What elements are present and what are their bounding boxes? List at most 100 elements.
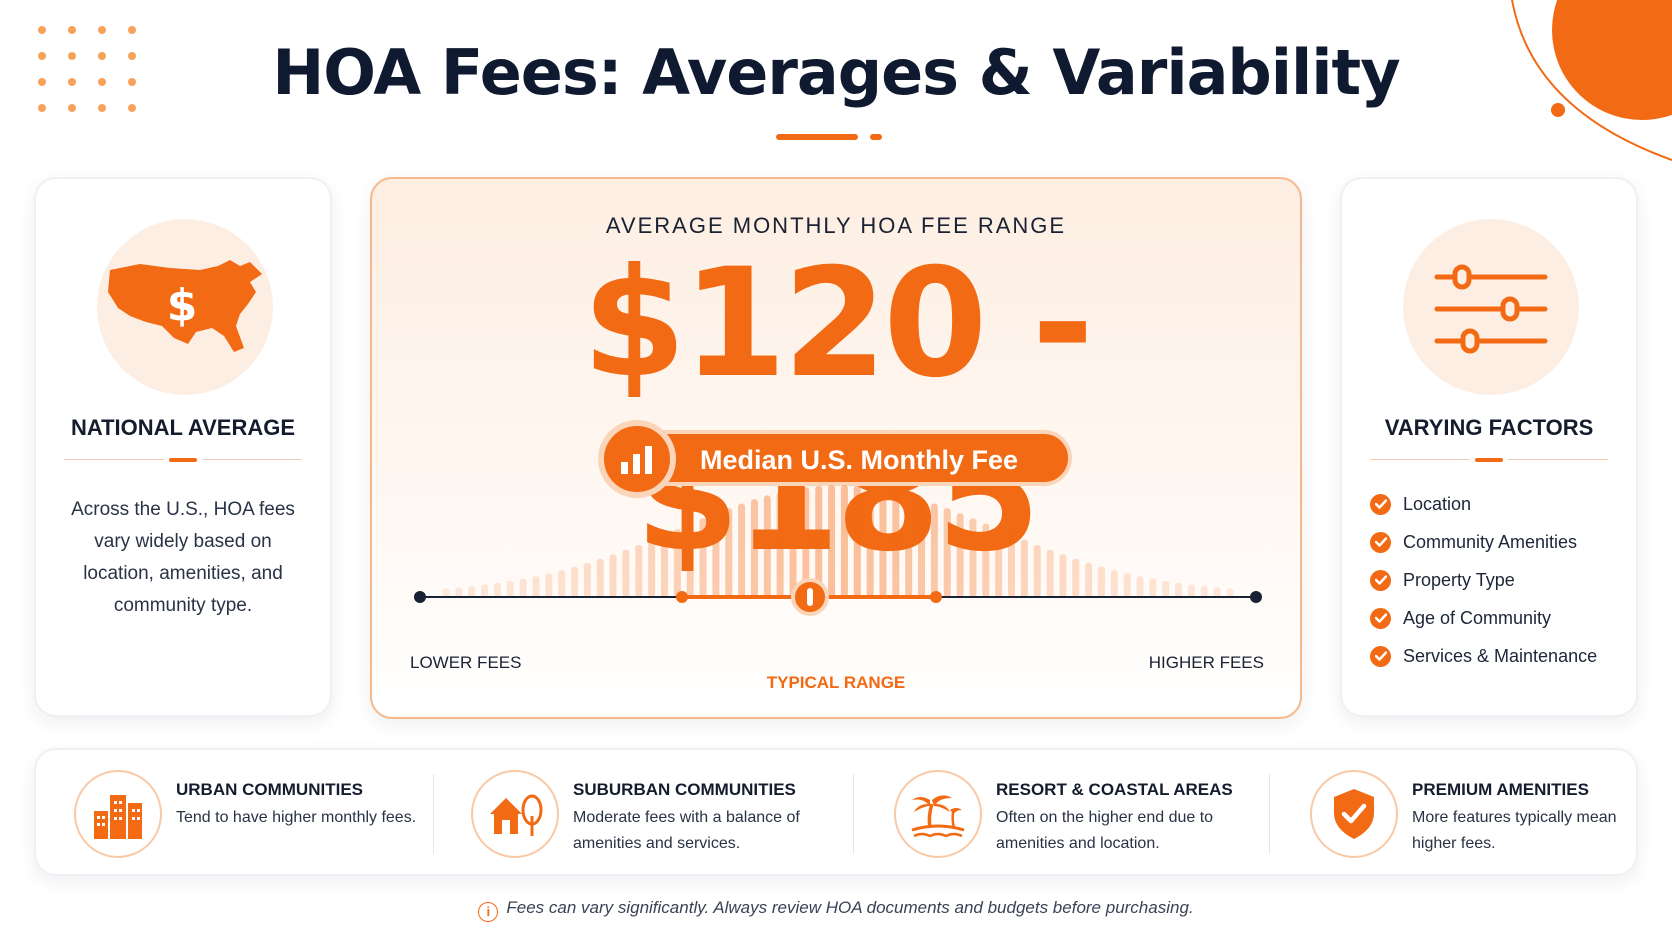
us-map-dollar-icon: $ [97,219,273,395]
distribution-bar [982,523,990,597]
house-tree-icon [471,770,559,858]
distribution-bar [1059,554,1067,597]
distribution-bar [1226,588,1234,597]
distribution-bar [789,489,797,597]
distribution-bar [622,549,630,597]
typical-range-label: TYPICAL RANGE [766,673,906,692]
distribution-bar [493,582,501,597]
distribution-bar [583,562,591,597]
distribution-bar [596,558,604,597]
city-buildings-icon [74,770,162,858]
scale-high-endpoint [1250,591,1262,603]
category-title: SUBURBAN COMMUNITIES [573,780,796,799]
distribution-bar [455,587,463,597]
category-premium-amenities: PREMIUM AMENITIES More features typicall… [1272,750,1640,878]
lower-fees-label: LOWER FEES [410,653,522,672]
national-average-heading: NATIONAL AVERAGE [70,415,296,440]
distribution-bar [969,518,977,597]
category-description: Moderate fees with a balance of amenitie… [573,809,800,852]
distribution-bar [1162,580,1170,597]
shield-check-icon [1310,770,1398,858]
varying-factors-heading: VARYING FACTORS [1384,415,1594,440]
community-types-strip: URBAN COMMUNITIES Tend to have higher mo… [34,748,1638,876]
distribution-bar [1046,549,1054,597]
factor-label: Location [1403,493,1472,514]
distribution-bar [1123,573,1131,597]
distribution-bar [879,489,887,597]
category-title: RESORT & COASTAL AREAS [996,780,1233,799]
heading-divider [1370,458,1608,462]
distribution-bar [699,518,707,597]
title-underline [776,134,882,140]
category-title: PREMIUM AMENITIES [1412,780,1589,799]
distribution-bar [802,487,810,597]
list-item: Age of Community [1370,599,1597,637]
median-marker-handle [807,588,813,606]
higher-fees-label: HIGHER FEES [1148,653,1264,672]
list-item: Location [1370,485,1597,523]
page-title: HOA Fees: Averages & Variability [272,36,1400,109]
distribution-bar [840,485,848,597]
distribution-bar [930,503,938,597]
distribution-bar [468,585,476,597]
typical-range-end-marker [930,591,942,603]
national-average-card: $ NATIONAL AVERAGE Across the U.S., HOA … [34,177,332,717]
distribution-bar [738,503,746,597]
distribution-bar [776,492,784,597]
check-icon [1370,531,1391,553]
category-urban: URBAN COMMUNITIES Tend to have higher mo… [36,750,436,878]
distribution-bar [905,495,913,597]
category-suburban: SUBURBAN COMMUNITIES Moderate fees with … [433,750,853,878]
distribution-bar [1200,585,1208,597]
distribution-bar [943,508,951,597]
heading-divider [64,458,302,462]
divider [853,774,854,854]
distribution-bar [673,529,681,597]
category-resort-coastal: RESORT & COASTAL AREAS Often on the high… [856,750,1256,878]
fee-distribution-graphic [414,485,1262,616]
check-icon [1370,645,1391,667]
bar-chart-icon [598,420,676,498]
distribution-bar [532,576,540,597]
distribution-bar [1136,576,1144,597]
factor-label: Services & Maintenance [1403,645,1598,666]
distribution-bar [918,499,926,597]
distribution-bar [1033,544,1041,597]
distribution-bar [866,487,874,597]
category-description: Tend to have higher monthly fees. [176,809,417,826]
distribution-bar [442,588,450,597]
factor-label: Property Type [1403,569,1515,590]
palm-tree-icon [894,770,982,858]
median-fee-badge: Median U.S. Monthly Fee [598,420,1072,498]
distribution-bar [1008,534,1016,597]
divider [1269,774,1270,854]
fee-range-label: AVERAGE MONTHLY HOA FEE RANGE [605,213,1067,238]
distribution-bar [648,539,656,597]
distribution-bar [815,485,823,597]
check-icon [1370,569,1391,591]
info-icon: i [478,901,499,922]
distribution-bar [1149,578,1157,597]
typical-range-start-marker [676,591,688,603]
distribution-bar [853,485,861,597]
svg-text:$: $ [167,280,198,331]
category-description: Often on the higher end due to amenities… [996,809,1214,852]
varying-factors-card: VARYING FACTORS Location Community Ameni… [1340,177,1638,717]
distribution-bar [660,534,668,597]
distribution-bar [1213,587,1221,597]
distribution-bar [763,495,771,597]
national-average-text: Across the U.S., HOA fees vary widely ba… [71,499,295,616]
distribution-bar [571,566,579,597]
distribution-bar [1072,558,1080,597]
check-icon [1370,493,1391,515]
distribution-bar [609,554,617,597]
distribution-bar [1175,582,1183,597]
distribution-bar [828,485,836,597]
distribution-bar [558,570,566,597]
category-description: More features typically mean higher fees… [1412,809,1617,852]
sliders-icon [1403,219,1579,395]
factor-label: Community Amenities [1403,531,1578,552]
check-icon [1370,607,1391,629]
category-title: URBAN COMMUNITIES [176,780,363,799]
distribution-bar [712,513,720,597]
